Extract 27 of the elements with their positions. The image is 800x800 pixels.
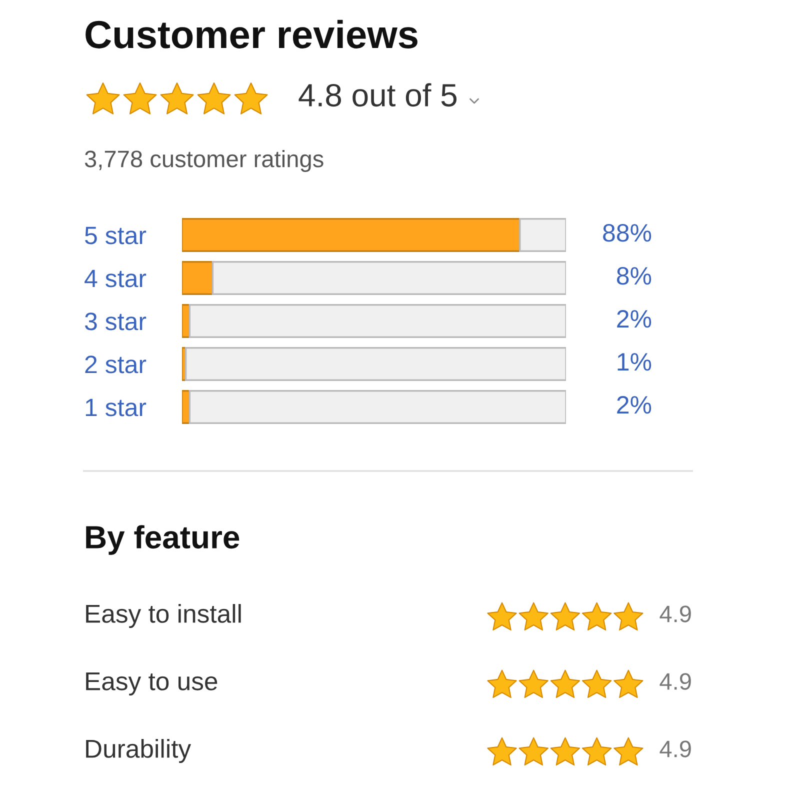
bar <box>188 304 566 338</box>
text: Easy to install <box>86 604 241 628</box>
bar <box>185 347 566 381</box>
data-label: 2% <box>617 396 652 414</box>
y-tick-label: 2 star <box>85 356 146 374</box>
chart-subtitle: 4.8 out of 5 <box>298 83 457 107</box>
text: Durability <box>86 739 192 763</box>
y-tick-label: 5 star <box>85 226 146 244</box>
text: 4.9 <box>660 606 691 622</box>
bar <box>212 261 566 295</box>
chart-title: Customer reviews <box>86 20 418 48</box>
y-tick-label: 3 star <box>84 312 146 330</box>
text: 3,778 customer ratings <box>84 150 324 172</box>
bar <box>188 390 566 424</box>
bar <box>182 261 214 295</box>
y-tick-label: 4 star <box>84 270 146 288</box>
data-label: 88% <box>603 224 652 242</box>
bar <box>519 218 566 252</box>
text: 4.9 <box>660 740 691 758</box>
text: By feature <box>86 525 240 555</box>
bar <box>182 218 521 252</box>
text: 4.9 <box>660 673 691 690</box>
data-label: 1% <box>618 353 652 371</box>
data-label: 8% <box>616 267 652 285</box>
y-tick-label: 1 star <box>86 398 146 416</box>
data-label: 2% <box>617 310 652 328</box>
text: Easy to use <box>86 672 218 696</box>
